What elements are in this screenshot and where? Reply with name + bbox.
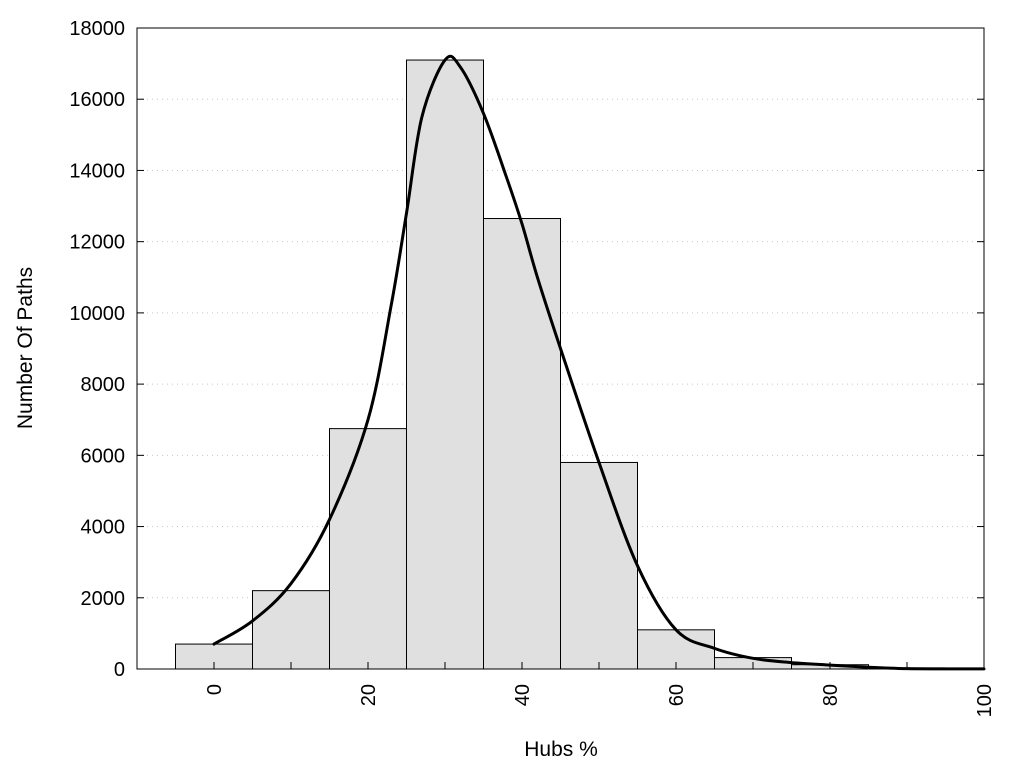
x-tick-label: 80 [820,684,842,706]
grid-lines [137,98,984,599]
histogram-bar [560,461,638,670]
histogram-bar [406,59,484,670]
x-tick-label: 0 [204,684,226,695]
x-tick-label: 20 [358,684,380,706]
histogram-bar [252,590,330,670]
y-tick-label: 4000 [81,517,126,539]
histogram-bar [483,218,561,670]
plot-frame [136,27,985,670]
y-axis-ticks: 0 2000 4000 6000 8000 10000 12000 14000 16000 180… [69,18,984,681]
y-tick-label: 12000 [69,232,125,254]
x-tick-label: 40 [512,684,534,706]
histogram-bar [329,428,407,670]
y-tick-label: 10000 [69,303,125,325]
x-axis-label: Hubs % [524,738,598,761]
histogram-bars [175,59,985,670]
density-curve [212,54,986,671]
y-axis-label: Number Of Paths [14,267,37,429]
y-tick-label: 8000 [81,374,126,396]
x-tick-label: 100 [974,684,996,717]
y-tick-label: 6000 [81,445,126,467]
y-tick-label: 2000 [81,588,126,610]
x-tick-label: 60 [666,684,688,706]
x-axis-ticks: 0 20 40 60 80 100 [204,662,996,717]
y-tick-label: 0 [114,659,125,681]
y-tick-label: 14000 [69,160,125,182]
y-tick-label: 16000 [69,89,125,111]
y-tick-label: 18000 [69,18,125,40]
